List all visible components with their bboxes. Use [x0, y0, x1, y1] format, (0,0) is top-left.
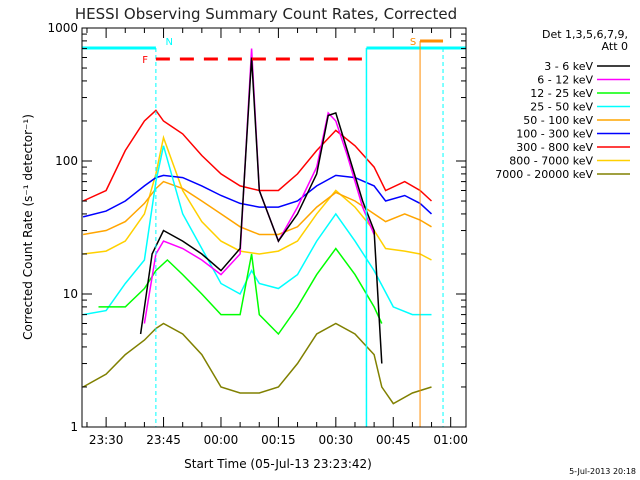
legend-label: 800 - 7000 keV [509, 155, 593, 168]
y-tick-label: 10 [63, 287, 78, 301]
legend-header-line1: Det 1,3,5,6,7,9, [542, 28, 628, 41]
x-tick-label: 00:15 [261, 433, 296, 447]
x-axis: 23:30 23:45 00:00 00:15 00:30 00:45 01:00 [86, 28, 468, 447]
y-tick-label: 1000 [47, 21, 78, 35]
annotation-label-s: S [410, 37, 416, 48]
series-line-3 [82, 145, 432, 316]
series-line-5 [82, 174, 433, 218]
x-tick-label: 00:45 [376, 433, 411, 447]
footer-date: 5-Jul-2013 20:18 [569, 467, 636, 476]
y-axis-label: Corrected Count Rate (s⁻¹ detector⁻¹) [21, 114, 35, 340]
series-line-7 [83, 134, 432, 261]
legend-label: 3 - 6 keV [544, 60, 593, 73]
series-line-0 [139, 57, 383, 364]
annotation-label-f: F [142, 55, 148, 66]
x-tick-label: 23:45 [146, 433, 181, 447]
legend-label: 300 - 800 keV [516, 141, 593, 154]
legend-label: 12 - 25 keV [530, 87, 593, 100]
legend-header-line2: Att 0 [602, 40, 628, 53]
y-tick-label: 100 [55, 154, 78, 168]
chart-title: HESSI Observing Summary Count Rates, Cor… [75, 5, 457, 23]
annotation-label-n: N [166, 37, 173, 48]
legend-label: 25 - 50 keV [530, 101, 593, 114]
legend-label: 6 - 12 keV [537, 74, 593, 87]
series-line-2 [98, 247, 383, 336]
series-line-4 [82, 180, 432, 236]
x-axis-label: Start Time (05-Jul-13 23:23:42) [184, 457, 372, 471]
plot-frame [81, 27, 467, 428]
legend-label: 100 - 300 keV [516, 128, 593, 141]
y-tick-label: 1 [70, 420, 78, 434]
series-line-8 [82, 322, 432, 405]
legend-label: 50 - 100 keV [523, 114, 593, 127]
x-tick-label: 23:30 [89, 433, 124, 447]
x-tick-label: 00:00 [204, 433, 239, 447]
x-tick-label: 00:30 [319, 433, 354, 447]
plot-area [82, 39, 466, 427]
y-axis: 1 10 100 1000 [47, 21, 466, 434]
legend-label: 7000 - 20000 keV [495, 168, 593, 181]
x-tick-label: 01:00 [433, 433, 468, 447]
